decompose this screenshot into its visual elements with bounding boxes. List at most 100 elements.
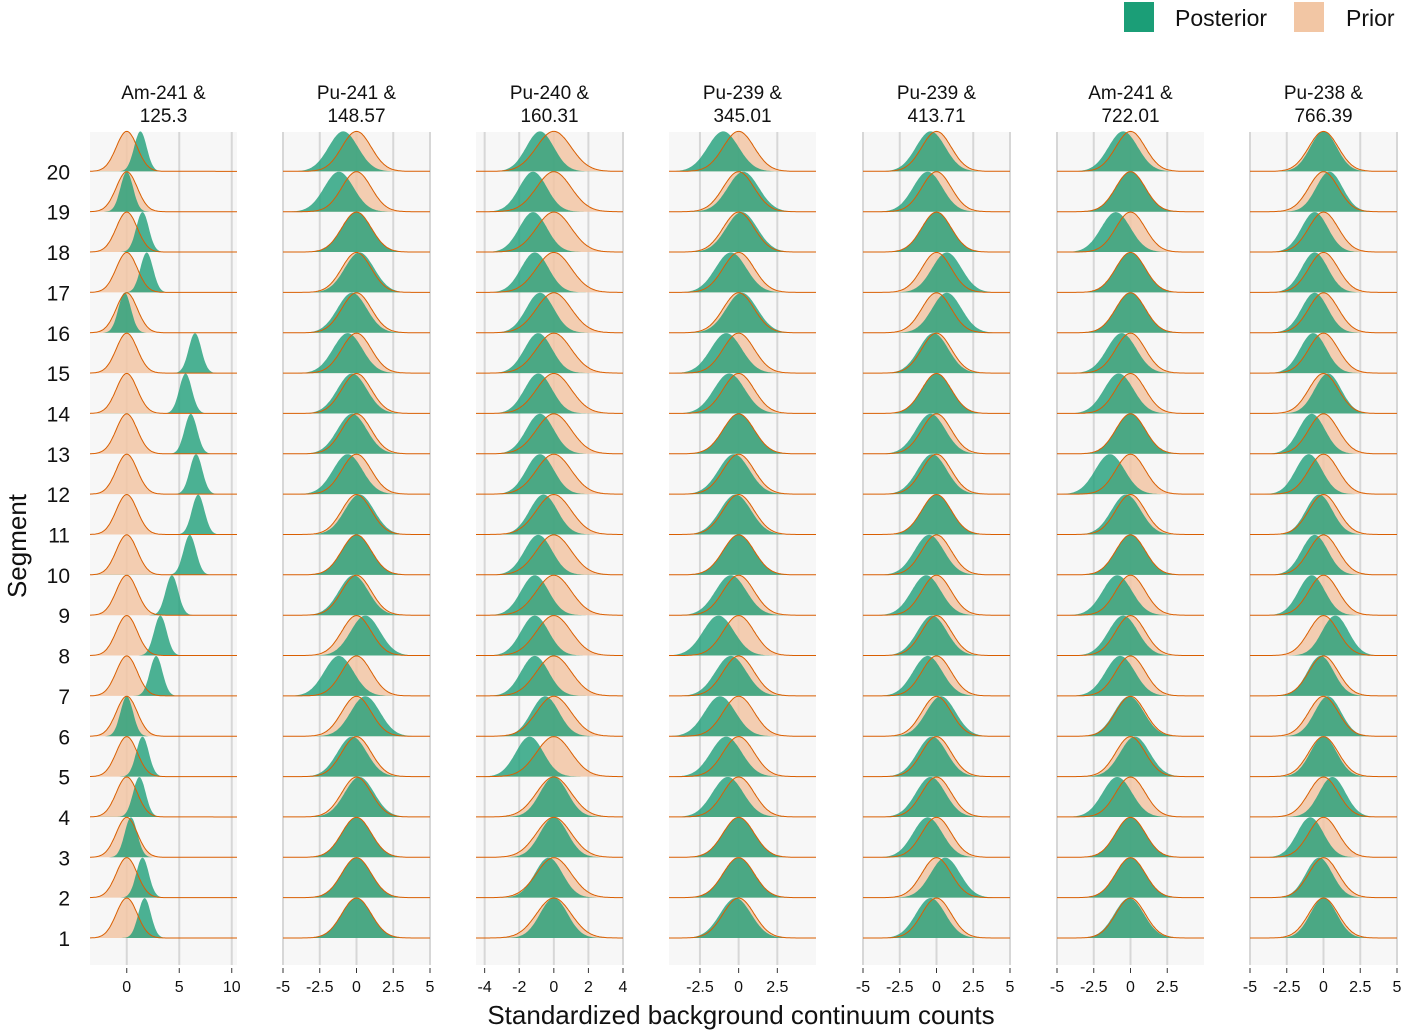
prior-outline [89,534,237,576]
posterior-density [283,817,430,858]
ridge-segment [90,332,237,374]
prior-outline [89,453,237,495]
prior-outline [669,171,816,213]
posterior-density [283,373,430,414]
posterior-density [90,615,237,656]
y-tick-label: 14 [47,403,71,426]
y-tick-label: 8 [58,646,70,669]
ridge-segment [1057,453,1204,495]
posterior-density [476,736,623,777]
posterior-density [90,534,237,575]
prior-outline [283,453,430,495]
posterior-density [476,413,623,454]
y-tick-label: 6 [58,726,70,749]
posterior-density [476,292,623,333]
ridge-segment [669,413,816,455]
x-tick-label: -2.5 [1273,979,1301,996]
posterior-density [863,655,1010,696]
ridge-segment [669,816,816,858]
prior-outline [1250,736,1397,778]
prior-outline [1057,292,1204,334]
prior-outline [669,373,816,414]
ridge-segment [89,292,237,334]
prior-outline [476,453,623,495]
prior-outline [476,251,623,293]
y-tick-label: 18 [47,242,70,265]
x-tick-label: -5 [856,979,870,996]
posterior-density [476,252,623,293]
prior-density [1057,454,1204,495]
prior-outline [669,534,816,576]
posterior-density [283,171,430,212]
ridge-segment [1250,292,1397,334]
prior-outline [90,171,237,213]
ridge-segment [283,695,430,737]
prior-outline [283,171,430,213]
prior-outline [863,130,1010,172]
ridge-segment [863,453,1010,495]
prior-outline [1250,493,1397,535]
facet-title-line2: 160.31 [520,106,578,127]
posterior-density [1057,655,1204,696]
x-tick-label: 0 [932,979,941,996]
posterior-density [669,857,816,898]
posterior-density [1057,857,1204,898]
posterior-density [283,252,430,293]
x-tick-label: -2.5 [886,979,914,996]
prior-outline [863,614,1010,656]
prior-outline [669,615,816,656]
posterior-density [283,534,430,575]
x-axis-title: Standardized background continuum counts [487,1000,994,1030]
posterior-density [283,615,430,656]
prior-outline [669,695,816,737]
prior-outline [669,211,816,253]
prior-density [90,494,237,535]
ridge-segment [89,372,237,414]
posterior-density [863,534,1010,575]
x-tick-label: 0 [734,979,743,996]
posterior-density [1057,575,1204,616]
posterior-density [669,171,816,212]
prior-outline [476,413,623,455]
facet-panel: -5 -2.5 0 2.5 5 Pu-239 &413.71 [856,83,1015,996]
prior-density [669,131,816,172]
ridge-segment [1057,776,1204,818]
posterior-density [669,292,816,333]
ridge-segment [669,211,816,253]
prior-outline [1250,857,1397,899]
prior-outline [1057,816,1204,858]
prior-density [90,454,237,495]
prior-density [90,575,237,616]
posterior-density [863,777,1010,817]
ridge-segment [283,776,430,818]
ridge-segment [863,614,1010,656]
posterior-density [283,292,430,333]
ridge-segment [669,251,816,293]
prior-outline [1057,736,1204,778]
y-tick-label: 10 [47,565,70,588]
y-tick-label: 12 [47,484,70,507]
posterior-density [1250,333,1397,374]
prior-outline [283,332,430,374]
x-tick-label: 10 [223,979,241,996]
prior-outline [669,816,816,858]
ridge-segment [476,292,623,334]
posterior-density [1057,817,1204,858]
x-tick-label: 5 [426,979,435,996]
ridge-segment [669,130,816,172]
posterior-density [1057,212,1204,253]
posterior-density [669,131,816,172]
x-tick-label: 2.5 [962,979,984,996]
posterior-density [476,615,623,656]
prior-outline [283,897,430,939]
ridge-segment [1057,897,1204,939]
posterior-density [1057,333,1204,374]
ridge-segment [90,171,237,213]
y-tick-label: 11 [48,525,70,548]
prior-outline [283,130,430,172]
ridge-segment [1250,171,1397,213]
prior-outline [669,655,816,697]
prior-outline [1057,857,1204,899]
ridge-segment [669,736,816,778]
